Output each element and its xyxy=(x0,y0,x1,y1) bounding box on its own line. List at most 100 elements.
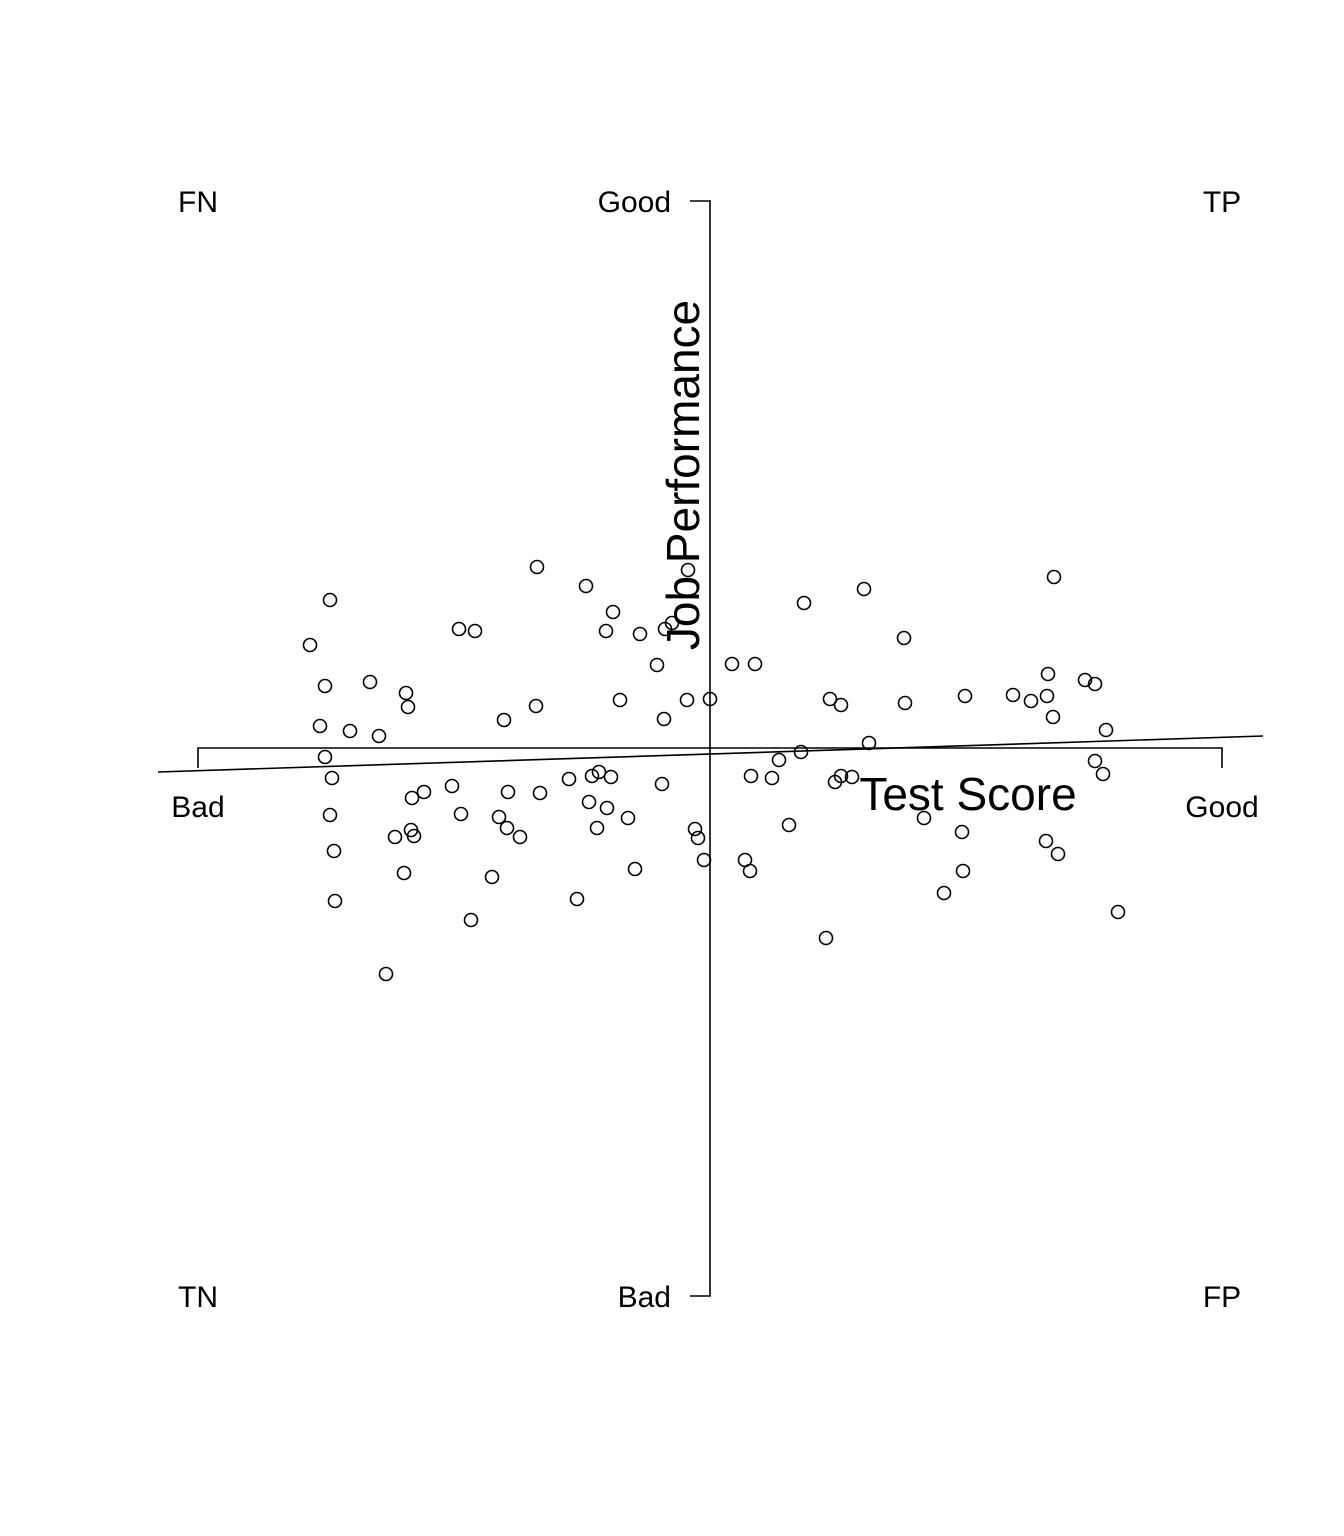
data-point xyxy=(612,692,628,708)
data-point xyxy=(302,637,318,653)
data-point xyxy=(916,810,932,826)
data-point xyxy=(1038,833,1054,849)
data-point xyxy=(687,821,703,837)
data-point xyxy=(598,623,614,639)
data-point xyxy=(724,656,740,672)
data-point xyxy=(664,615,680,631)
data-point xyxy=(957,688,973,704)
data-point xyxy=(467,623,483,639)
data-point xyxy=(581,794,597,810)
data-point xyxy=(822,691,838,707)
data-point xyxy=(954,824,970,840)
y-tick-label-good: Good xyxy=(598,186,671,219)
data-point xyxy=(1023,693,1039,709)
data-point xyxy=(896,630,912,646)
data-point xyxy=(317,749,333,765)
data-point xyxy=(1110,904,1126,920)
y-tick-label-bad: Bad xyxy=(618,1281,671,1314)
data-point xyxy=(324,770,340,786)
data-point xyxy=(451,621,467,637)
data-point xyxy=(620,810,636,826)
data-point xyxy=(599,800,615,816)
data-point xyxy=(371,728,387,744)
data-point xyxy=(856,581,872,597)
data-point xyxy=(1087,676,1103,692)
data-point xyxy=(1087,753,1103,769)
data-point xyxy=(484,869,500,885)
data-point xyxy=(569,891,585,907)
data-point xyxy=(491,809,507,825)
x-axis-title: Test Score xyxy=(859,768,1076,820)
data-point xyxy=(955,863,971,879)
data-point xyxy=(512,829,528,845)
data-point xyxy=(690,830,706,846)
data-point xyxy=(1095,766,1111,782)
data-point xyxy=(584,768,600,784)
data-points xyxy=(302,559,1126,982)
data-point xyxy=(936,885,952,901)
data-point xyxy=(833,697,849,713)
data-point xyxy=(444,778,460,794)
y-axis xyxy=(690,200,711,1297)
data-point xyxy=(400,699,416,715)
data-point xyxy=(406,828,422,844)
data-point xyxy=(362,674,378,690)
data-point xyxy=(1045,709,1061,725)
data-point xyxy=(649,657,665,673)
data-point xyxy=(781,817,797,833)
data-point xyxy=(605,604,621,620)
data-point xyxy=(453,806,469,822)
data-point xyxy=(1050,846,1066,862)
data-point xyxy=(589,820,605,836)
data-point xyxy=(1039,688,1055,704)
data-point xyxy=(680,562,696,578)
data-point xyxy=(833,768,849,784)
data-point xyxy=(654,776,670,792)
data-point xyxy=(627,861,643,877)
data-point xyxy=(747,656,763,672)
data-point xyxy=(796,595,812,611)
data-point xyxy=(532,785,548,801)
data-point xyxy=(528,698,544,714)
data-point xyxy=(1046,569,1062,585)
data-point xyxy=(378,966,394,982)
data-point xyxy=(1098,722,1114,738)
data-point xyxy=(404,790,420,806)
data-point xyxy=(771,752,787,768)
data-point xyxy=(603,769,619,785)
data-point xyxy=(591,764,607,780)
data-point xyxy=(696,852,712,868)
data-point xyxy=(398,685,414,701)
data-point xyxy=(818,930,834,946)
data-point xyxy=(327,893,343,909)
x-tick-label-good: Good xyxy=(1185,791,1258,824)
data-point xyxy=(679,692,695,708)
quadrant-label-fp: FP xyxy=(1203,1281,1241,1314)
quadrant-label-fn: FN xyxy=(178,186,218,219)
data-point xyxy=(463,912,479,928)
data-point xyxy=(322,592,338,608)
data-point xyxy=(897,695,913,711)
x-tick-label-bad: Bad xyxy=(171,791,224,824)
data-point xyxy=(326,843,342,859)
quadrant-label-tp: TP xyxy=(1203,186,1241,219)
data-point xyxy=(529,559,545,575)
data-point xyxy=(342,723,358,739)
data-point xyxy=(764,770,780,786)
data-point xyxy=(578,578,594,594)
data-point xyxy=(1040,666,1056,682)
data-point xyxy=(499,820,515,836)
data-point xyxy=(1077,672,1093,688)
data-point xyxy=(742,863,758,879)
quadrant-label-tn: TN xyxy=(178,1281,218,1314)
data-point xyxy=(322,807,338,823)
data-point xyxy=(496,712,512,728)
data-point xyxy=(387,829,403,845)
data-point xyxy=(632,626,648,642)
data-point xyxy=(743,768,759,784)
data-point xyxy=(844,769,860,785)
data-point xyxy=(656,711,672,727)
data-point xyxy=(317,678,333,694)
data-point xyxy=(416,784,432,800)
